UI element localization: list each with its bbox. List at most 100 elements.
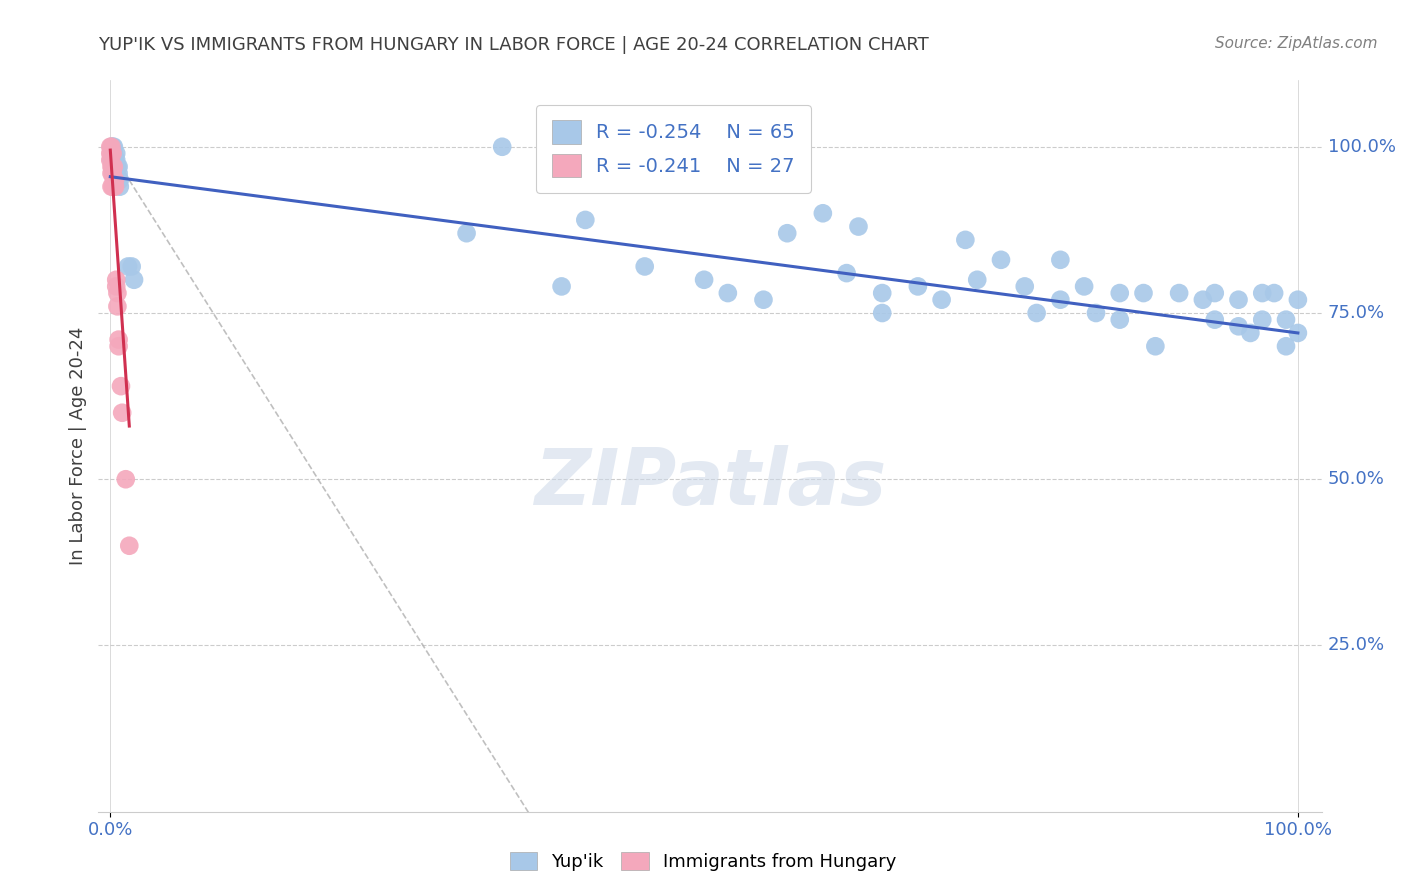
Point <box>574 213 596 227</box>
Point <box>100 160 122 174</box>
Point <box>931 293 953 307</box>
Point <box>966 273 988 287</box>
Point <box>1275 339 1298 353</box>
Point <box>103 173 125 187</box>
Point <box>107 173 129 187</box>
Point <box>98 140 121 154</box>
Point <box>104 173 127 187</box>
Y-axis label: In Labor Force | Age 20-24: In Labor Force | Age 20-24 <box>69 326 87 566</box>
Point <box>101 160 124 174</box>
Point <box>105 166 128 180</box>
Point <box>835 266 858 280</box>
Point <box>1049 293 1071 307</box>
Point <box>101 146 124 161</box>
Point <box>100 140 122 154</box>
Point <box>1286 293 1309 307</box>
Point <box>1239 326 1261 340</box>
Legend: Yup'ik, Immigrants from Hungary: Yup'ik, Immigrants from Hungary <box>502 845 904 879</box>
Text: 75.0%: 75.0% <box>1327 304 1385 322</box>
Point <box>104 153 127 167</box>
Point <box>105 153 128 167</box>
Point <box>1227 293 1250 307</box>
Point <box>107 166 129 180</box>
Point <box>776 226 799 240</box>
Point <box>103 160 125 174</box>
Point <box>491 140 513 154</box>
Point <box>1263 286 1285 301</box>
Point <box>103 146 125 161</box>
Point <box>100 140 122 154</box>
Point <box>752 293 775 307</box>
Point <box>107 286 129 301</box>
Point <box>955 233 977 247</box>
Point <box>1144 339 1167 353</box>
Text: 100.0%: 100.0% <box>1327 137 1396 156</box>
Point <box>104 179 127 194</box>
Point <box>907 279 929 293</box>
Point <box>103 160 125 174</box>
Point <box>118 539 141 553</box>
Point <box>848 219 870 234</box>
Point <box>107 333 129 347</box>
Point <box>101 140 124 154</box>
Point <box>1204 286 1226 301</box>
Point <box>1132 286 1154 301</box>
Point <box>870 306 893 320</box>
Text: YUP'IK VS IMMIGRANTS FROM HUNGARY IN LABOR FORCE | AGE 20-24 CORRELATION CHART: YUP'IK VS IMMIGRANTS FROM HUNGARY IN LAB… <box>98 36 929 54</box>
Point <box>693 273 716 287</box>
Text: Source: ZipAtlas.com: Source: ZipAtlas.com <box>1215 36 1378 51</box>
Point <box>1275 312 1298 326</box>
Point <box>1085 306 1108 320</box>
Point <box>870 286 893 301</box>
Point <box>634 260 657 274</box>
Point <box>1227 319 1250 334</box>
Point <box>111 406 134 420</box>
Point <box>1204 312 1226 326</box>
Point <box>101 160 124 174</box>
Point <box>110 379 132 393</box>
Point <box>990 252 1012 267</box>
Point <box>103 179 125 194</box>
Point <box>121 260 143 274</box>
Point <box>101 166 124 180</box>
Point <box>114 472 136 486</box>
Point <box>103 140 125 154</box>
Point <box>1168 286 1191 301</box>
Point <box>108 179 131 194</box>
Legend: R = -0.254    N = 65, R = -0.241    N = 27: R = -0.254 N = 65, R = -0.241 N = 27 <box>536 104 811 193</box>
Point <box>105 273 128 287</box>
Point <box>1192 293 1215 307</box>
Point <box>100 146 122 161</box>
Point <box>98 153 121 167</box>
Point <box>117 260 139 274</box>
Point <box>101 179 124 194</box>
Point <box>1251 286 1274 301</box>
Point <box>101 153 124 167</box>
Point <box>100 179 122 194</box>
Point <box>717 286 740 301</box>
Point <box>1073 279 1095 293</box>
Point <box>98 146 121 161</box>
Point <box>105 279 128 293</box>
Point <box>107 299 129 313</box>
Point <box>107 339 129 353</box>
Point <box>100 166 122 180</box>
Point <box>1025 306 1047 320</box>
Point <box>1286 326 1309 340</box>
Point <box>105 146 128 161</box>
Point <box>550 279 572 293</box>
Point <box>456 226 478 240</box>
Point <box>107 160 129 174</box>
Point <box>811 206 834 220</box>
Point <box>1108 286 1130 301</box>
Text: 50.0%: 50.0% <box>1327 470 1385 488</box>
Point <box>1108 312 1130 326</box>
Point <box>104 160 127 174</box>
Point <box>122 273 145 287</box>
Point <box>108 173 131 187</box>
Point <box>1251 312 1274 326</box>
Text: 25.0%: 25.0% <box>1327 637 1385 655</box>
Point <box>1049 252 1071 267</box>
Point <box>100 153 122 167</box>
Point <box>107 160 129 174</box>
